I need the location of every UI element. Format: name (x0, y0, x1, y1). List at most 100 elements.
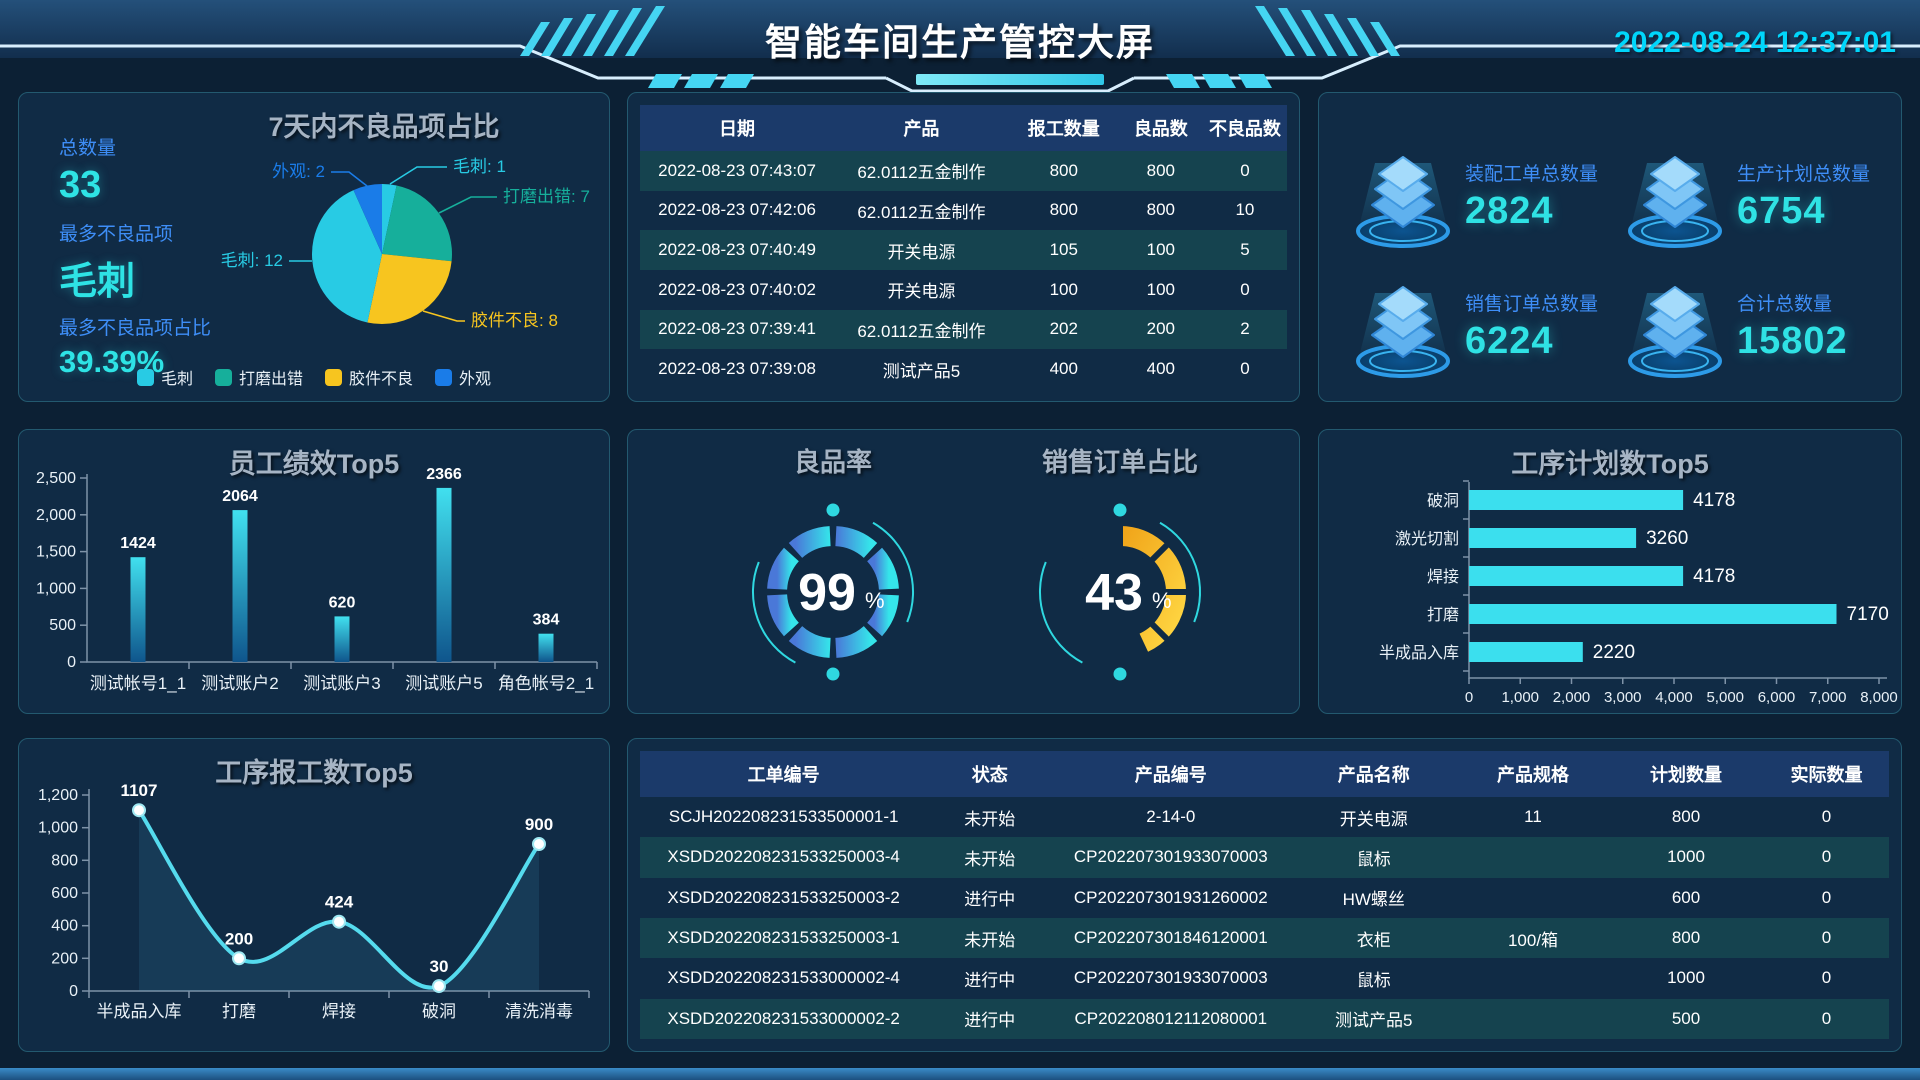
table-cell: 2022-08-23 07:43:07 (658, 160, 816, 180)
stat-card-label: 合计总数量 (1737, 294, 1833, 315)
svg-text:8,000: 8,000 (1860, 689, 1898, 706)
svg-text:焊接: 焊接 (322, 1002, 356, 1021)
table-cell: XSDD202208231533250003-2 (667, 887, 900, 907)
data-point[interactable] (532, 837, 546, 851)
table-cell: 200 (1146, 319, 1175, 339)
panel-report-table: 日期 产品 报工数量 良品数 不良品数 2022-08-23 07:43:07 62.011… (627, 92, 1300, 402)
legend-swatch-icon (214, 368, 232, 386)
table-cell: 0 (1240, 160, 1250, 180)
pie-slice[interactable] (382, 183, 397, 254)
panel-process-report: 工序报工数Top5 0 200 400 600 800 1,000 1,200 1107 半成品… (18, 738, 610, 1052)
pie-slice[interactable] (382, 185, 452, 262)
legend-swatch-icon (435, 368, 453, 386)
bar[interactable] (334, 616, 350, 662)
svg-text:1,200: 1,200 (38, 787, 78, 804)
bar[interactable] (232, 510, 248, 662)
table-cell: 400 (1049, 359, 1078, 379)
svg-text:6,000: 6,000 (1758, 689, 1796, 706)
hbar[interactable] (1469, 490, 1684, 510)
gauge-title-sales-ratio: 销售订单占比 (1041, 447, 1198, 477)
bar[interactable] (538, 633, 554, 662)
table-cell: 800 (1146, 200, 1175, 220)
svg-text:900: 900 (525, 815, 553, 834)
svg-text:1107: 1107 (121, 781, 158, 800)
legend-item[interactable]: 打磨出错 (214, 365, 303, 389)
table-cell: 62.0112五金制作 (857, 202, 986, 222)
svg-text:99: 99 (798, 564, 856, 622)
data-point[interactable] (132, 803, 146, 818)
panel-title-defect: 7天内不良品项占比 (268, 112, 500, 142)
data-point[interactable] (332, 914, 346, 929)
footer-bar (0, 1068, 1920, 1080)
table-cell (1458, 837, 1608, 877)
table-cell: 0 (1240, 359, 1250, 379)
svg-text:500: 500 (49, 617, 76, 634)
table-row: 2022-08-23 07:43:07 62.0112五金制作 800 800 0 (640, 151, 1287, 191)
column-header: 报工数量 (1008, 105, 1119, 151)
header-hatch-right (1255, 6, 1400, 56)
stat-total: 总数量 33 (59, 133, 116, 207)
svg-text:清洗消毒: 清洗消毒 (505, 1002, 573, 1021)
svg-text:1424: 1424 (120, 535, 156, 552)
legend-item[interactable]: 胶件不良 (325, 365, 413, 389)
column-header: 计划数量 (1607, 751, 1765, 797)
pie-callout-line (438, 196, 497, 214)
svg-text:4178: 4178 (1693, 490, 1735, 511)
table-cell: XSDD202208231533000002-4 (667, 968, 900, 988)
pie-slice[interactable] (311, 190, 382, 323)
table-row: 2022-08-23 07:40:49 开关电源 105 100 5 (640, 230, 1287, 270)
gauge-dot-icon (1113, 503, 1127, 517)
table-cell: CP202207301931260002 (1073, 887, 1268, 907)
table-cell: 0 (1240, 279, 1250, 299)
svg-text:2064: 2064 (222, 488, 258, 505)
svg-text:2366: 2366 (426, 466, 462, 483)
table-cell: 开关电源 (1339, 809, 1408, 829)
column-header: 不良品数 (1202, 105, 1287, 151)
bar[interactable] (130, 557, 146, 662)
column-header: 实际数量 (1764, 751, 1889, 797)
pie-callout-label: 毛刺: 12 (221, 251, 283, 270)
table-cell: 62.0112五金制作 (857, 163, 986, 183)
pie-slice[interactable] (367, 254, 452, 325)
table-cell: 800 (1671, 928, 1701, 948)
header-frame-center (885, 76, 1135, 92)
svg-text:0: 0 (67, 654, 76, 671)
column-header: 状态 (927, 751, 1053, 797)
legend-item[interactable]: 毛刺 (136, 365, 193, 389)
stat-card-label: 装配工单总数量 (1465, 164, 1599, 185)
pie-callout-line (389, 166, 447, 185)
bar[interactable] (436, 487, 452, 662)
hbar[interactable] (1469, 604, 1837, 624)
table-cell: 进行中 (964, 890, 1016, 910)
legend-label: 毛刺 (160, 371, 193, 388)
svg-text:0: 0 (69, 983, 78, 1000)
table-cell: CP202208012112080001 (1074, 1008, 1268, 1028)
hbar[interactable] (1469, 566, 1684, 586)
legend-item[interactable]: 外观 (435, 365, 491, 389)
column-header: 产品 (834, 105, 1009, 151)
table-cell: 2022-08-23 07:40:02 (658, 279, 816, 299)
stat-card-text: 销售订单总数量 6224 (1465, 289, 1598, 363)
table-cell: 100 (1146, 279, 1175, 299)
data-point[interactable] (432, 979, 446, 994)
header-hatch-left (520, 6, 665, 56)
panel-process-plan: 工序计划数Top5 0 1,000 2,000 3,000 4,000 5,000 6,00… (1318, 429, 1902, 714)
svg-text:激光切割: 激光切割 (1395, 530, 1459, 548)
gauge-ring-segment (834, 526, 878, 559)
header-center-bar (916, 74, 1104, 85)
pie-callout-line (331, 171, 368, 187)
hbar[interactable] (1469, 528, 1637, 548)
process-report-chart: 0 200 400 600 800 1,000 1,200 1107 半成品入库 200 打磨 424… (19, 739, 609, 1051)
data-point[interactable] (232, 951, 246, 966)
table-cell: 进行中 (964, 1011, 1016, 1031)
table-row: XSDD202208231533000002-2 进行中 CP20220801211… (640, 998, 1889, 1039)
svg-text:破洞: 破洞 (422, 1002, 456, 1021)
header-dash-right (1166, 74, 1272, 88)
hbar[interactable] (1469, 642, 1583, 662)
table-header-row: 工单编号 状态 产品编号 产品名称 产品规格 计划数量 实际数量 (640, 751, 1889, 797)
stat-value: 33 (59, 164, 102, 206)
pie-slice[interactable] (353, 184, 383, 254)
table-cell: HW螺丝 (1342, 890, 1405, 910)
defect-stats: 总数量 33 最多不良品项 毛刺 最多不良品项占比 39.39% (59, 93, 269, 401)
column-header: 产品规格 (1458, 751, 1608, 797)
